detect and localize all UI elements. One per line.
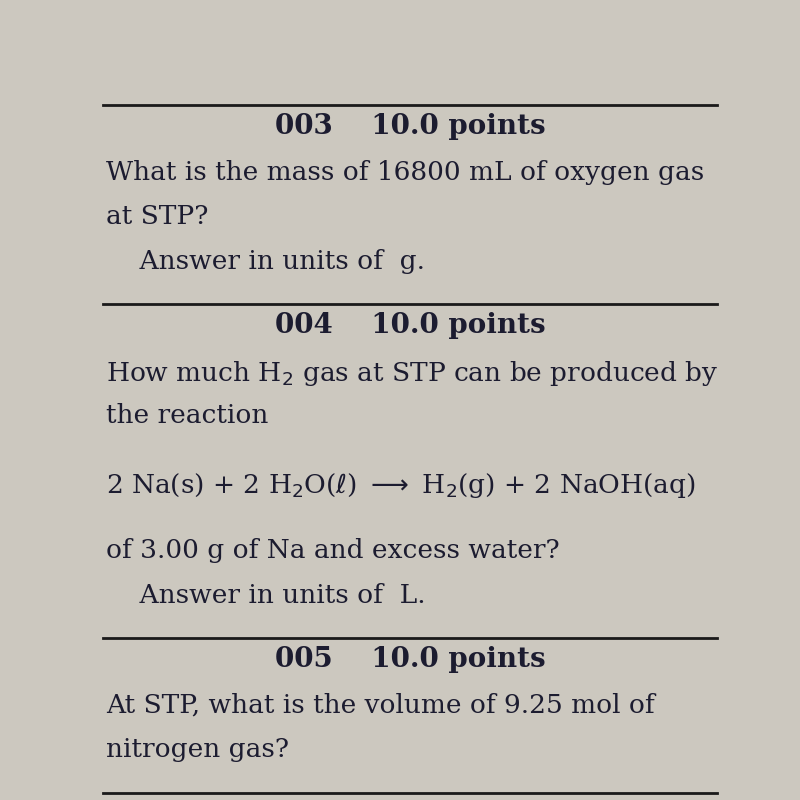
Text: at STP?: at STP? xyxy=(106,204,209,229)
Text: What is the mass of 16800 mL of oxygen gas: What is the mass of 16800 mL of oxygen g… xyxy=(106,160,705,185)
Text: Answer in units of  L.: Answer in units of L. xyxy=(106,582,426,608)
Text: 2 Na(s) + 2 H$_2$O($\ell$) $\longrightarrow$ H$_2$(g) + 2 NaOH(aq): 2 Na(s) + 2 H$_2$O($\ell$) $\longrightar… xyxy=(106,470,696,500)
Text: nitrogen gas?: nitrogen gas? xyxy=(106,737,290,762)
Text: How much H$_2$ gas at STP can be produced by: How much H$_2$ gas at STP can be produce… xyxy=(106,358,718,387)
Text: At STP, what is the volume of 9.25 mol of: At STP, what is the volume of 9.25 mol o… xyxy=(106,693,655,718)
Text: the reaction: the reaction xyxy=(106,403,269,428)
Text: Answer in units of  g.: Answer in units of g. xyxy=(106,249,426,274)
Text: 003    10.0 points: 003 10.0 points xyxy=(274,114,546,140)
Text: 004    10.0 points: 004 10.0 points xyxy=(274,312,546,339)
Text: 005    10.0 points: 005 10.0 points xyxy=(274,646,546,674)
Text: of 3.00 g of Na and excess water?: of 3.00 g of Na and excess water? xyxy=(106,538,560,563)
